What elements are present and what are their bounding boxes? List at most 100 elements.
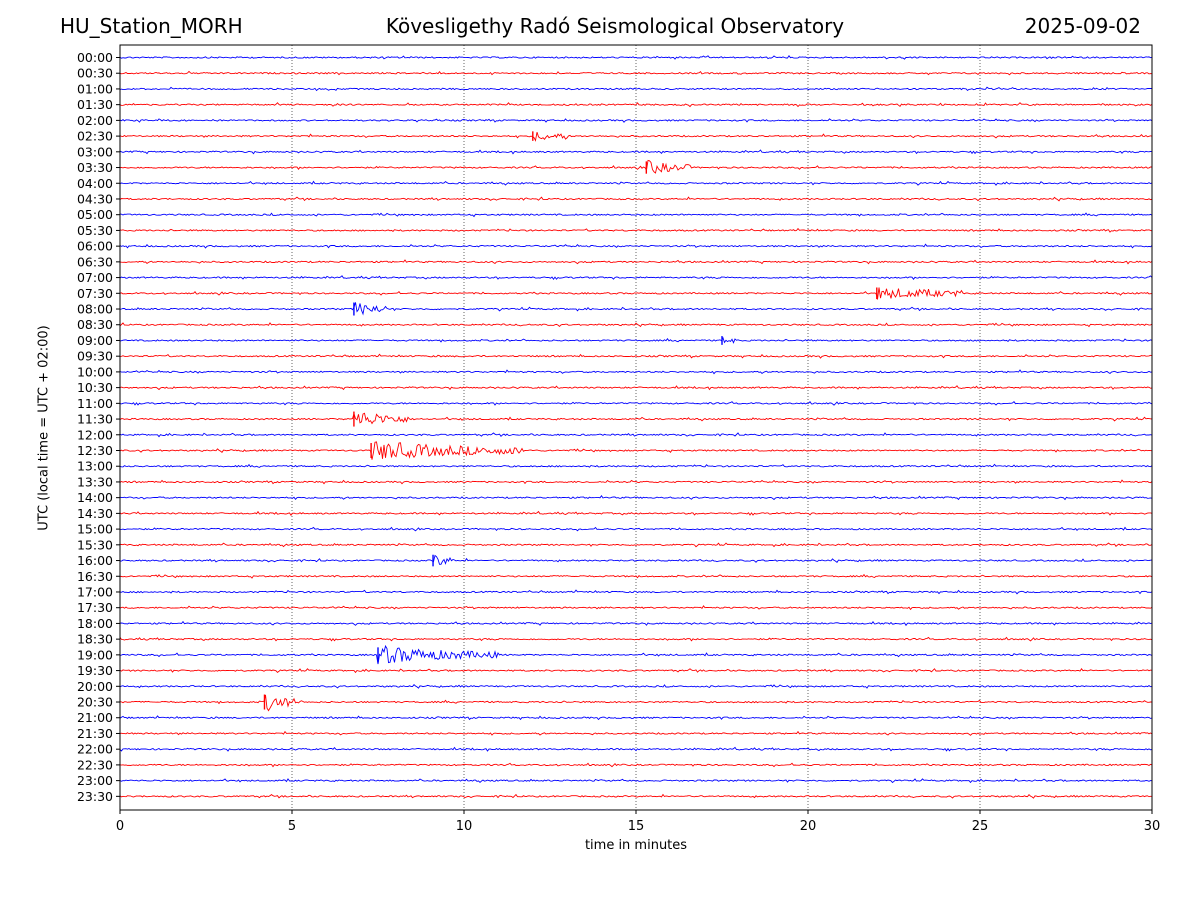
trace-1930	[119, 668, 1153, 674]
trace-1300	[119, 463, 1153, 468]
trace-0300	[119, 149, 1153, 155]
x-tick-label: 25	[972, 819, 989, 834]
y-tick-label: 01:30	[77, 97, 113, 112]
y-tick-label: 07:00	[77, 270, 113, 285]
y-tick-label: 20:30	[77, 695, 113, 710]
trace-0530	[119, 227, 1153, 233]
trace-1600	[119, 554, 1153, 565]
y-tick-label: 11:30	[77, 412, 113, 427]
trace-1730	[119, 605, 1153, 611]
y-tick-label: 12:00	[77, 427, 113, 442]
trace-2030	[119, 694, 1152, 712]
trace-1000	[119, 369, 1153, 375]
y-tick-label: 17:00	[77, 584, 113, 599]
trace-2200	[119, 746, 1153, 752]
trace-0930	[119, 353, 1153, 359]
y-tick-label: 00:00	[77, 50, 113, 65]
y-tick-label: 01:00	[77, 81, 113, 96]
trace-0000	[119, 55, 1153, 60]
y-tick-label: 15:30	[77, 537, 113, 552]
trace-2300	[119, 778, 1153, 784]
trace-2230	[119, 762, 1153, 768]
y-tick-label: 00:30	[77, 66, 113, 81]
y-tick-label: 15:00	[77, 522, 113, 537]
y-tick-label: 14:30	[77, 506, 113, 521]
trace-0500	[119, 212, 1153, 218]
y-tick-label: 09:30	[77, 349, 113, 364]
y-tick-label: 06:00	[77, 239, 113, 254]
trace-0730	[119, 287, 1153, 300]
y-tick-label: 22:30	[77, 757, 113, 772]
y-tick-label: 22:00	[77, 742, 113, 757]
y-tick-label: 23:30	[77, 789, 113, 804]
trace-0430	[119, 196, 1153, 202]
y-tick-label: 03:30	[77, 160, 113, 175]
y-tick-label: 12:30	[77, 443, 113, 458]
y-tick-label: 07:30	[77, 286, 113, 301]
y-tick-label: 14:00	[77, 490, 113, 505]
trace-0830	[119, 322, 1153, 328]
y-tick-label: 13:00	[77, 459, 113, 474]
trace-1830	[119, 636, 1153, 642]
y-tick-label: 05:00	[77, 207, 113, 222]
y-tick-label: 21:00	[77, 710, 113, 725]
trace-1430	[119, 510, 1153, 516]
trace-1400	[119, 495, 1153, 501]
y-tick-label: 02:00	[77, 113, 113, 128]
trace-1530	[119, 542, 1153, 548]
trace-0900	[119, 336, 1153, 344]
y-tick-label: 11:00	[77, 396, 113, 411]
trace-1900	[119, 644, 1153, 665]
trace-0630	[119, 259, 1153, 265]
y-tick-label: 17:30	[77, 600, 113, 615]
y-tick-label: 09:00	[77, 333, 113, 348]
y-tick-label: 13:30	[77, 474, 113, 489]
trace-0330	[119, 159, 1152, 174]
x-tick-label: 30	[1144, 819, 1161, 834]
y-tick-label: 10:30	[77, 380, 113, 395]
trace-1500	[119, 526, 1153, 532]
date-label: 2025-09-02	[1024, 14, 1141, 38]
y-tick-label: 04:30	[77, 191, 113, 206]
trace-0130	[119, 102, 1153, 108]
x-tick-label: 15	[628, 819, 645, 834]
trace-1700	[119, 589, 1153, 595]
trace-2130	[119, 730, 1153, 736]
y-tick-label: 03:00	[77, 144, 113, 159]
y-tick-label: 19:00	[77, 647, 113, 662]
x-tick-label: 0	[116, 819, 124, 834]
y-tick-label: 10:00	[77, 364, 113, 379]
y-tick-label: 19:30	[77, 663, 113, 678]
trace-0700	[119, 275, 1153, 280]
trace-1100	[119, 400, 1153, 406]
trace-0400	[119, 180, 1153, 186]
y-tick-label: 08:00	[77, 302, 113, 317]
x-tick-label: 20	[800, 819, 817, 834]
trace-1200	[119, 432, 1153, 438]
y-tick-label: 08:30	[77, 317, 113, 332]
y-tick-label: 02:30	[77, 129, 113, 144]
x-axis-label: time in minutes	[584, 838, 688, 853]
trace-1800	[119, 620, 1153, 627]
trace-1630	[119, 573, 1153, 579]
trace-2000	[119, 684, 1153, 689]
x-tick-label: 5	[288, 819, 296, 834]
y-tick-label: 18:00	[77, 616, 113, 631]
y-tick-label: 05:30	[77, 223, 113, 238]
y-tick-label: 21:30	[77, 726, 113, 741]
trace-0200	[119, 118, 1153, 123]
y-axis-label: UTC (local time = UTC + 02:00)	[36, 325, 52, 531]
y-tick-label: 20:00	[77, 679, 113, 694]
chart-title: Kövesligethy Radó Seismological Observat…	[385, 14, 845, 38]
trace-1330	[119, 479, 1153, 485]
trace-0030	[119, 70, 1153, 76]
trace-0100	[119, 86, 1153, 92]
trace-2100	[119, 715, 1153, 721]
trace-1130	[119, 412, 1153, 425]
y-tick-label: 18:30	[77, 632, 113, 647]
x-tick-label: 10	[456, 819, 473, 834]
y-tick-label: 16:00	[77, 553, 113, 568]
trace-0800	[119, 302, 1153, 316]
y-tick-label: 06:30	[77, 254, 113, 269]
trace-2330	[119, 793, 1152, 799]
